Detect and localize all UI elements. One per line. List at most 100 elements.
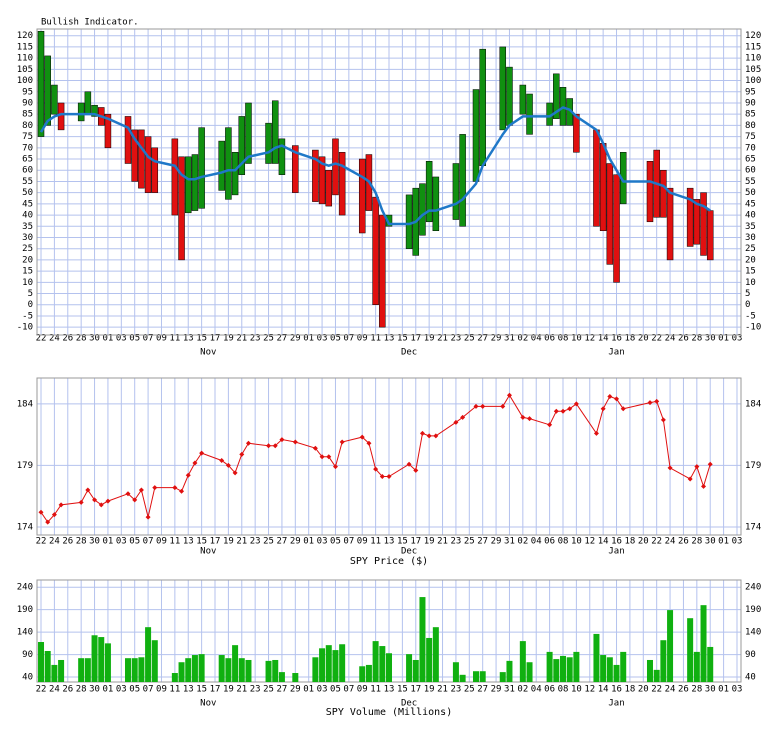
x-tick-label: 27 xyxy=(277,537,288,547)
price-point xyxy=(687,476,693,482)
indicator-bar xyxy=(599,143,607,232)
x-tick-label: 01 xyxy=(103,537,114,547)
x-tick-label: 30 xyxy=(705,334,716,344)
y-tick-label: 40 xyxy=(22,673,33,683)
x-tick-label: 14 xyxy=(598,334,609,344)
volume-bar xyxy=(553,659,560,682)
price-point xyxy=(667,465,673,471)
price-point xyxy=(138,487,144,493)
indicator-bar xyxy=(573,113,580,153)
price-point xyxy=(593,430,599,436)
price-point xyxy=(386,474,392,480)
x-tick-label: 15 xyxy=(196,685,207,695)
indicator-bar xyxy=(265,122,272,164)
indicator-bar xyxy=(593,129,600,227)
y-tick-label-right: 174 xyxy=(745,522,761,532)
x-tick-label: 23 xyxy=(250,685,261,695)
indicator-bar xyxy=(479,48,486,166)
x-tick-label: 28 xyxy=(76,685,87,695)
indicator-bar xyxy=(318,156,326,205)
x-tick-label: 06 xyxy=(544,537,555,547)
volume-bar xyxy=(687,618,694,682)
x-tick-label: 22 xyxy=(36,334,47,344)
x-tick-label: 17 xyxy=(210,685,221,695)
y-tick-label: 190 xyxy=(17,605,33,615)
volume-bar xyxy=(131,658,138,682)
y-tick-label-right: 75 xyxy=(745,132,756,142)
x-tick-label: 27 xyxy=(477,537,488,547)
indicator-bar xyxy=(198,127,205,209)
x-tick-label: 26 xyxy=(62,685,73,695)
x-tick-label: 04 xyxy=(531,685,542,695)
volume-bar xyxy=(84,658,91,682)
x-tick-label: 02 xyxy=(517,685,528,695)
x-tick-label: 27 xyxy=(277,685,288,695)
price-point xyxy=(245,440,251,446)
x-tick-label: 28 xyxy=(691,537,702,547)
indicator-bar xyxy=(506,66,513,126)
x-tick-label: 17 xyxy=(410,334,421,344)
price-point xyxy=(654,398,660,404)
y-tick-label: 184 xyxy=(17,399,33,409)
x-tick-label: 22 xyxy=(651,334,662,344)
x-tick-label: 01 xyxy=(103,685,114,695)
price-point xyxy=(105,498,111,504)
price-point xyxy=(152,485,158,491)
x-tick-label: 29 xyxy=(290,334,301,344)
y-tick-label-right: 25 xyxy=(745,244,756,254)
price-point xyxy=(460,414,466,420)
price-point xyxy=(145,514,151,520)
x-tick-label: 11 xyxy=(370,537,381,547)
x-tick-label: 05 xyxy=(330,334,341,344)
y-tick-label-right: 10 xyxy=(745,278,756,288)
y-tick-label-right: 5 xyxy=(745,289,750,299)
x-tick-label: 16 xyxy=(611,537,622,547)
x-tick-label: 05 xyxy=(330,537,341,547)
price-point xyxy=(292,439,298,445)
price-point xyxy=(319,454,325,460)
y-tick-label-right: 140 xyxy=(745,628,761,638)
x-tick-label: 28 xyxy=(76,537,87,547)
price-point xyxy=(473,403,479,409)
price-point xyxy=(279,437,285,443)
y-tick-label: 75 xyxy=(22,132,33,142)
x-tick-label: 26 xyxy=(62,537,73,547)
indicator-bar xyxy=(292,145,299,193)
price-point xyxy=(272,443,278,449)
x-tick-label: 30 xyxy=(89,334,100,344)
volume-bar xyxy=(606,657,613,682)
price-point xyxy=(326,454,332,460)
x-tick-label: 23 xyxy=(450,537,461,547)
volume-bar xyxy=(406,654,413,682)
plot-frame xyxy=(36,377,742,536)
x-tick-label: 23 xyxy=(250,334,261,344)
x-tick-label: 22 xyxy=(651,685,662,695)
x-tick-label: 03 xyxy=(732,685,743,695)
x-tick-label: 17 xyxy=(210,334,221,344)
x-tick-label: 03 xyxy=(116,685,127,695)
x-tick-label: 11 xyxy=(169,334,180,344)
price-point xyxy=(553,408,559,414)
x-tick-label: 14 xyxy=(598,537,609,547)
y-tick-label: 0 xyxy=(28,300,33,310)
x-tick-label: 15 xyxy=(196,537,207,547)
x-tick-label: 08 xyxy=(558,537,569,547)
price-point xyxy=(607,393,613,399)
y-tick-label-right: 15 xyxy=(745,267,756,277)
price-point xyxy=(232,470,238,476)
indicator-bar xyxy=(706,210,714,261)
volume-bar xyxy=(138,657,145,682)
indicator-bar xyxy=(151,147,159,193)
plot-frame xyxy=(36,28,742,336)
y-tick-label-right: 95 xyxy=(745,87,756,97)
price-point xyxy=(359,434,365,440)
volume-bar xyxy=(479,671,486,682)
y-tick-label: 90 xyxy=(22,650,33,660)
y-tick-label-right: 90 xyxy=(745,98,756,108)
x-tick-label: 18 xyxy=(624,685,635,695)
x-tick-label: 26 xyxy=(678,334,689,344)
y-tick-label: 100 xyxy=(17,76,33,86)
y-tick-label: 15 xyxy=(22,267,33,277)
indicator-bar xyxy=(184,156,192,214)
y-tick-label-right: 45 xyxy=(745,199,756,209)
